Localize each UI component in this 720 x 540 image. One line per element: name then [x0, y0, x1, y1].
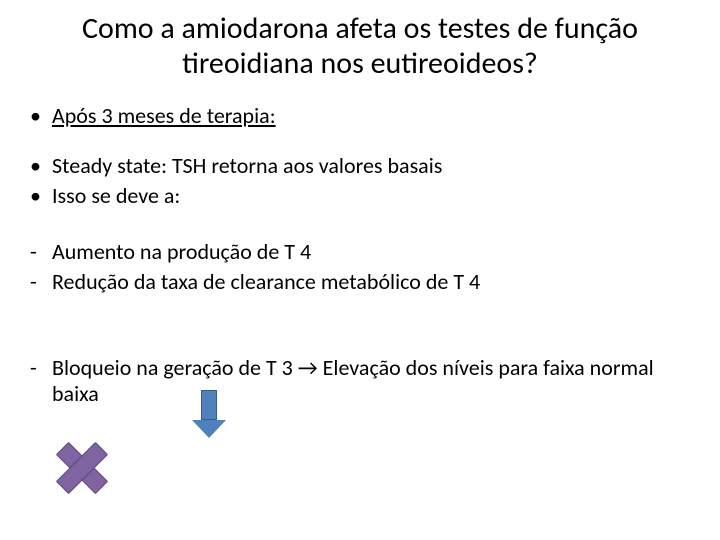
bullet-text: Isso se deve a: — [52, 182, 180, 209]
bullet-text: Bloqueio na geração de T 3 → Elevação do… — [52, 354, 654, 407]
bullet-text: Após 3 meses de terapia: — [52, 102, 276, 129]
bullet-item: Bloqueio na geração de T 3 → Elevação do… — [30, 355, 690, 407]
bullet-item: Redução da taxa de clearance metabólico … — [30, 269, 690, 295]
bullet-text: Redução da taxa de clearance metabólico … — [52, 268, 480, 295]
bullet-text: Aumento na produção de T 4 — [52, 238, 311, 265]
down-arrow-icon — [192, 390, 226, 438]
spacer — [30, 133, 690, 153]
slide-title: Como a amiodarona afeta os testes de fun… — [30, 12, 690, 81]
bullet-item: Após 3 meses de terapia: — [30, 103, 690, 129]
spacer — [30, 213, 690, 239]
slide: Como a amiodarona afeta os testes de fun… — [0, 0, 720, 540]
bullet-item: Isso se deve a: — [30, 183, 690, 209]
bullet-text: Steady state: TSH retorna aos valores ba… — [52, 152, 442, 179]
bullet-item: Steady state: TSH retorna aos valores ba… — [30, 153, 690, 179]
spacer — [30, 299, 690, 355]
bullet-item: Aumento na produção de T 4 — [30, 239, 690, 265]
arrow-head — [192, 420, 226, 438]
bullet-list: Após 3 meses de terapia: Steady state: T… — [30, 103, 690, 407]
arrow-shaft — [201, 390, 217, 420]
